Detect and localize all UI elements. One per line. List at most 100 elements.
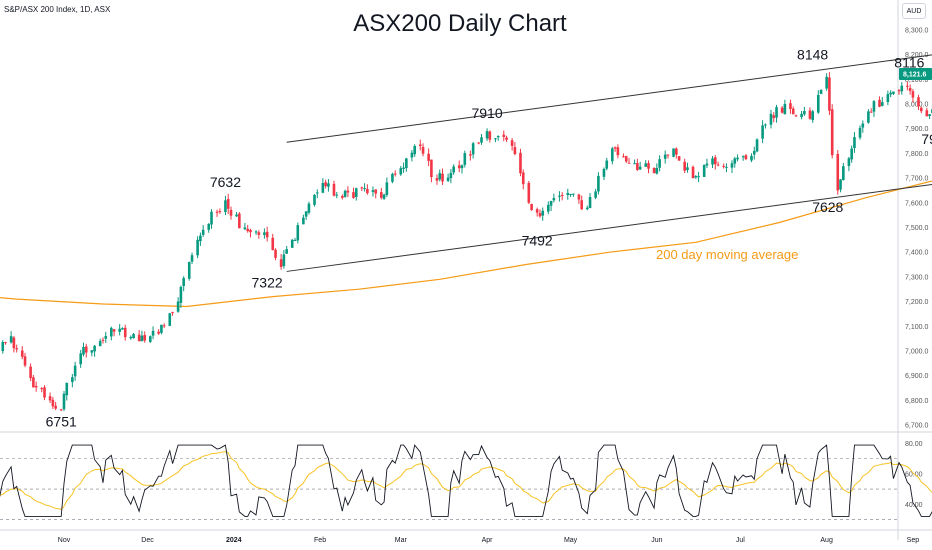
candle-body — [34, 385, 38, 388]
candle-body — [332, 183, 336, 196]
rsi-pane: 80.00 60.00 40.00 — [0, 441, 932, 520]
candle-body — [624, 156, 628, 162]
last-price-label: 8,121.6 — [903, 71, 926, 78]
candle-body — [143, 335, 147, 341]
candle-up — [633, 159, 636, 165]
candle-body — [869, 111, 873, 113]
candle-down — [218, 208, 222, 214]
candle-body — [162, 325, 166, 327]
candle-body — [59, 409, 63, 411]
candle-body — [633, 163, 636, 165]
candle-body — [121, 328, 124, 330]
candle-down — [622, 153, 625, 158]
candle-body — [750, 155, 753, 161]
candle-body — [594, 191, 597, 198]
candle-body — [271, 237, 275, 250]
candle-body — [744, 155, 748, 160]
candle-body — [393, 173, 397, 175]
candle-up — [697, 171, 700, 183]
candle-body — [418, 144, 422, 146]
candle-up — [725, 163, 728, 173]
candle-body — [675, 148, 678, 155]
price-tick-label: 8,100.0 — [905, 77, 928, 84]
candle-body — [324, 182, 327, 187]
candle-body — [908, 87, 912, 92]
candle-body — [872, 101, 876, 112]
price-tick-label: 7,400.0 — [905, 250, 928, 257]
candle-up — [900, 82, 904, 95]
candle-up — [321, 178, 325, 194]
candle-up — [597, 172, 600, 195]
candle-body — [638, 166, 642, 170]
candle-up — [672, 148, 675, 158]
candle-body — [830, 109, 834, 156]
candle-body — [226, 199, 230, 209]
candle-down — [393, 170, 397, 177]
candle-body — [263, 232, 266, 235]
candle-body — [405, 158, 408, 169]
price-axis: 8,300.0 8,200.0 8,100.0 8,000.0 7,900.0 7,800… — [905, 27, 928, 429]
candle-up — [199, 232, 202, 246]
candle-body — [764, 124, 767, 126]
candle-up — [839, 179, 842, 193]
candle-down — [171, 311, 174, 316]
candle-down — [157, 329, 160, 335]
candle-down — [780, 106, 784, 114]
candle-down — [137, 330, 141, 342]
candle-down — [869, 108, 873, 113]
candle-body — [441, 173, 444, 182]
candle-down — [112, 329, 116, 337]
candle-body — [480, 137, 483, 143]
candle-body — [446, 177, 450, 181]
candle-body — [691, 166, 695, 179]
candle-down — [677, 156, 681, 161]
candle-up — [764, 123, 767, 129]
candle-down — [12, 336, 16, 353]
candle-down — [229, 206, 233, 220]
candle-body — [421, 146, 425, 154]
candle-up — [132, 333, 135, 339]
candle-up — [327, 179, 330, 192]
candle-up — [644, 160, 648, 167]
candle-up — [541, 207, 545, 221]
candle-body — [160, 324, 163, 333]
candle-down — [469, 150, 472, 161]
candle-up — [638, 161, 642, 170]
candle-up — [471, 141, 475, 159]
candle-up — [413, 144, 416, 157]
currency-badge[interactable]: AUD — [902, 3, 926, 19]
moving-average-200: 200 day moving average — [0, 180, 932, 308]
candle-up — [611, 146, 614, 165]
rsi-line — [0, 444, 932, 517]
candle-up — [842, 162, 845, 181]
candle-body — [791, 108, 795, 115]
candle-body — [627, 162, 631, 164]
candle-body — [48, 396, 52, 401]
candle-body — [29, 366, 32, 379]
candle-body — [917, 97, 920, 107]
candle-body — [98, 341, 102, 347]
candle-body — [274, 249, 277, 258]
candle-body — [104, 336, 108, 339]
annotation-8116: 8116 — [894, 54, 924, 70]
price-tick-label: 7,100.0 — [905, 324, 928, 331]
candle-body — [380, 192, 383, 198]
candle-up — [928, 114, 931, 120]
candle-up — [285, 245, 288, 254]
candle-up — [588, 193, 592, 209]
candle-up — [363, 183, 366, 192]
candle-body — [842, 166, 845, 181]
candle-up — [176, 297, 180, 313]
candle-down — [652, 167, 656, 174]
candle-body — [293, 239, 297, 241]
annotation-7632: 7632 — [210, 174, 241, 190]
candle-body — [800, 113, 803, 118]
candle-body — [505, 137, 508, 140]
candle-body — [371, 190, 375, 192]
candle-body — [811, 111, 815, 121]
candle-body — [302, 217, 305, 225]
candle-body — [157, 331, 160, 334]
candle-body — [168, 313, 172, 326]
candle-up — [449, 169, 453, 184]
